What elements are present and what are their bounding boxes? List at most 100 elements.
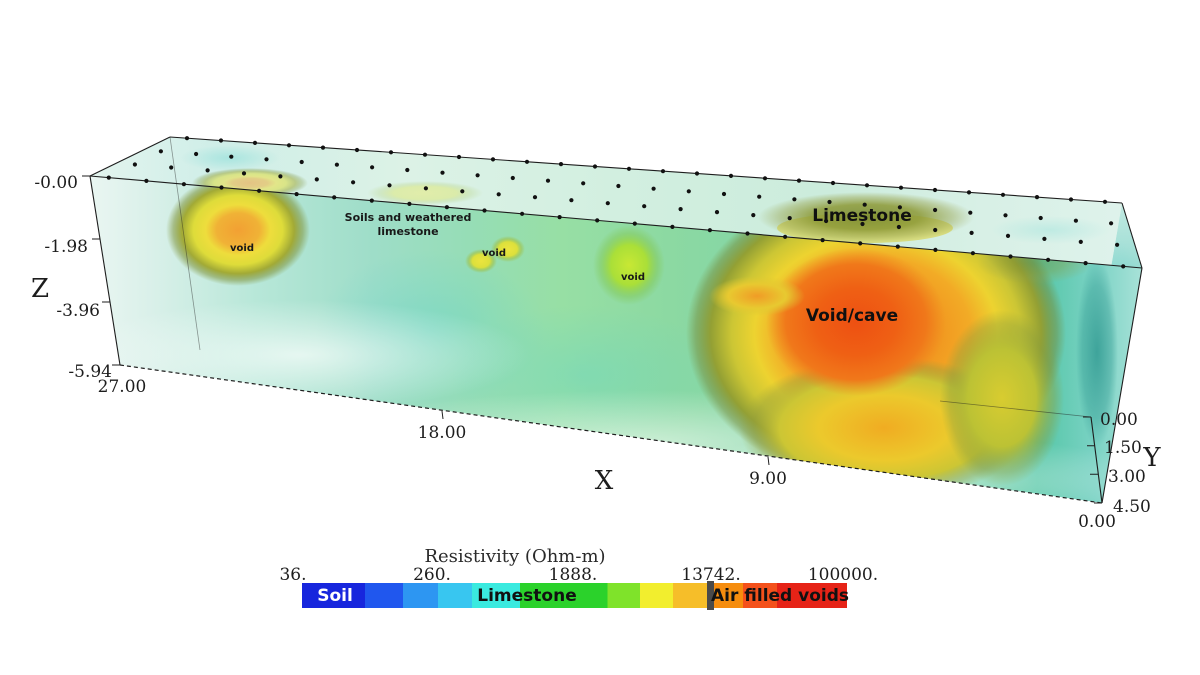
electrode-dot bbox=[864, 183, 870, 188]
electrode-dot bbox=[728, 173, 734, 178]
back-left-edge bbox=[169, 136, 201, 351]
electrode-dot bbox=[460, 189, 465, 194]
electrode-dot bbox=[106, 175, 111, 180]
small-void-anomaly-1 bbox=[465, 249, 497, 273]
electrode-dot bbox=[670, 224, 675, 229]
electrode-dot bbox=[229, 154, 234, 159]
y-axis-edge bbox=[1090, 416, 1103, 504]
y-tick-3: 4.50 bbox=[1113, 497, 1151, 517]
electrode-dot bbox=[969, 230, 974, 235]
electrode-dot bbox=[456, 154, 462, 160]
electrode-dot bbox=[510, 175, 515, 181]
wireframe bbox=[82, 136, 1143, 504]
electrode-dot bbox=[966, 190, 972, 195]
electrode-dot bbox=[605, 201, 610, 206]
electrode-dot bbox=[1005, 233, 1011, 238]
electrode-dot bbox=[694, 171, 700, 176]
electrode-dot bbox=[558, 162, 564, 167]
electrode-dot bbox=[897, 205, 903, 210]
y-tick-0: 0.00 bbox=[1100, 410, 1138, 430]
electrode-dot bbox=[475, 173, 480, 178]
electrode-dot bbox=[762, 176, 768, 181]
z-axis-edge bbox=[89, 175, 121, 366]
x-tick-9: 9.00 bbox=[749, 469, 787, 489]
electrode-dot bbox=[496, 192, 501, 197]
electrode-dot bbox=[757, 194, 762, 199]
electrode-dot bbox=[1083, 261, 1088, 266]
electrode-dot bbox=[423, 186, 428, 191]
electrode-dot bbox=[862, 202, 867, 207]
void-label-left: void bbox=[230, 243, 254, 254]
electrode-dot bbox=[387, 183, 392, 188]
electrode-dot bbox=[205, 168, 210, 173]
electrode-dot bbox=[651, 186, 656, 191]
electrode-dot bbox=[783, 234, 788, 239]
electrode-dot bbox=[520, 211, 525, 216]
electrode-dot bbox=[1046, 257, 1051, 262]
z-tick-1: -1.98 bbox=[44, 237, 88, 257]
electrode-dot bbox=[557, 215, 562, 220]
electrode-dot bbox=[334, 162, 339, 167]
colorbar-tick-36: 36. bbox=[279, 565, 307, 585]
x-axis-letter: X bbox=[595, 466, 614, 496]
top-left-edge bbox=[89, 136, 171, 177]
cave-anomaly-arm-left bbox=[709, 276, 805, 316]
electrode-dot bbox=[545, 178, 551, 183]
y-tick-2: 3.00 bbox=[1108, 467, 1146, 487]
electrode-dot bbox=[1109, 221, 1114, 226]
electrode-dot bbox=[407, 201, 412, 206]
colorbar-tick-1888: 1888. bbox=[548, 565, 598, 585]
electrode-dot bbox=[898, 185, 904, 190]
soils-label-line1: Soils and weathered bbox=[345, 211, 472, 224]
right-front-edge bbox=[1101, 267, 1143, 504]
electrode-dot bbox=[194, 151, 199, 157]
electrode-dot bbox=[252, 140, 258, 145]
z-tick-0: -0.00 bbox=[34, 173, 78, 193]
electrode-dot bbox=[714, 210, 720, 215]
z-tick-3: -5.94 bbox=[68, 362, 112, 382]
electrode-dot bbox=[933, 247, 938, 252]
cave-anomaly-arm-right bbox=[940, 310, 1064, 486]
electrode-dot bbox=[1068, 197, 1074, 202]
electrode-dot bbox=[264, 157, 269, 162]
electrode-dot bbox=[532, 195, 538, 200]
electrode-dot bbox=[860, 221, 865, 227]
electrode-dot bbox=[827, 199, 832, 205]
electrode-dot bbox=[370, 165, 375, 170]
electrode-dot bbox=[933, 207, 938, 213]
electrode-dot bbox=[294, 192, 299, 197]
cave-anomaly-core bbox=[766, 248, 946, 396]
colorbar-zone-soil: Soil bbox=[317, 585, 353, 606]
electrode-dot bbox=[581, 181, 586, 186]
electrode-dot bbox=[1034, 195, 1040, 200]
left-void-anomaly bbox=[166, 176, 310, 286]
electrode-dot bbox=[933, 227, 938, 233]
colorbar-title: Resistivity (Ohm-m) bbox=[424, 546, 606, 567]
electrode-dot bbox=[1003, 213, 1008, 218]
top-face bbox=[90, 137, 1142, 268]
electrode-dot bbox=[286, 143, 292, 148]
electrode-dot bbox=[144, 178, 149, 183]
electrode-dots bbox=[106, 136, 1126, 269]
x-tick-18: 18.00 bbox=[418, 423, 467, 443]
electrode-dot bbox=[181, 182, 186, 187]
y-tick-1: 1.50 bbox=[1104, 438, 1142, 458]
axis-labels: -0.00 -1.98 -3.96 -5.94 Z 27.00 18.00 9.… bbox=[31, 173, 1161, 532]
electrode-dot bbox=[895, 244, 900, 249]
colorbar-tick-100000: 100000. bbox=[807, 565, 879, 585]
electrode-dot bbox=[132, 162, 137, 167]
electrode-dot bbox=[1121, 264, 1126, 269]
electrode-dot bbox=[626, 166, 632, 171]
void-label-right: void bbox=[621, 272, 645, 283]
electrode-dot bbox=[482, 208, 487, 213]
void-label-mid: void bbox=[482, 248, 506, 259]
electrode-dot bbox=[1073, 218, 1078, 223]
top-right-edge bbox=[1121, 202, 1143, 269]
electrode-dot bbox=[444, 205, 449, 210]
electrode-dot bbox=[632, 221, 637, 226]
electrode-dot bbox=[569, 198, 574, 203]
electrode-dot bbox=[388, 150, 394, 155]
electrode-dot bbox=[707, 228, 713, 233]
electrode-dot bbox=[354, 147, 360, 153]
